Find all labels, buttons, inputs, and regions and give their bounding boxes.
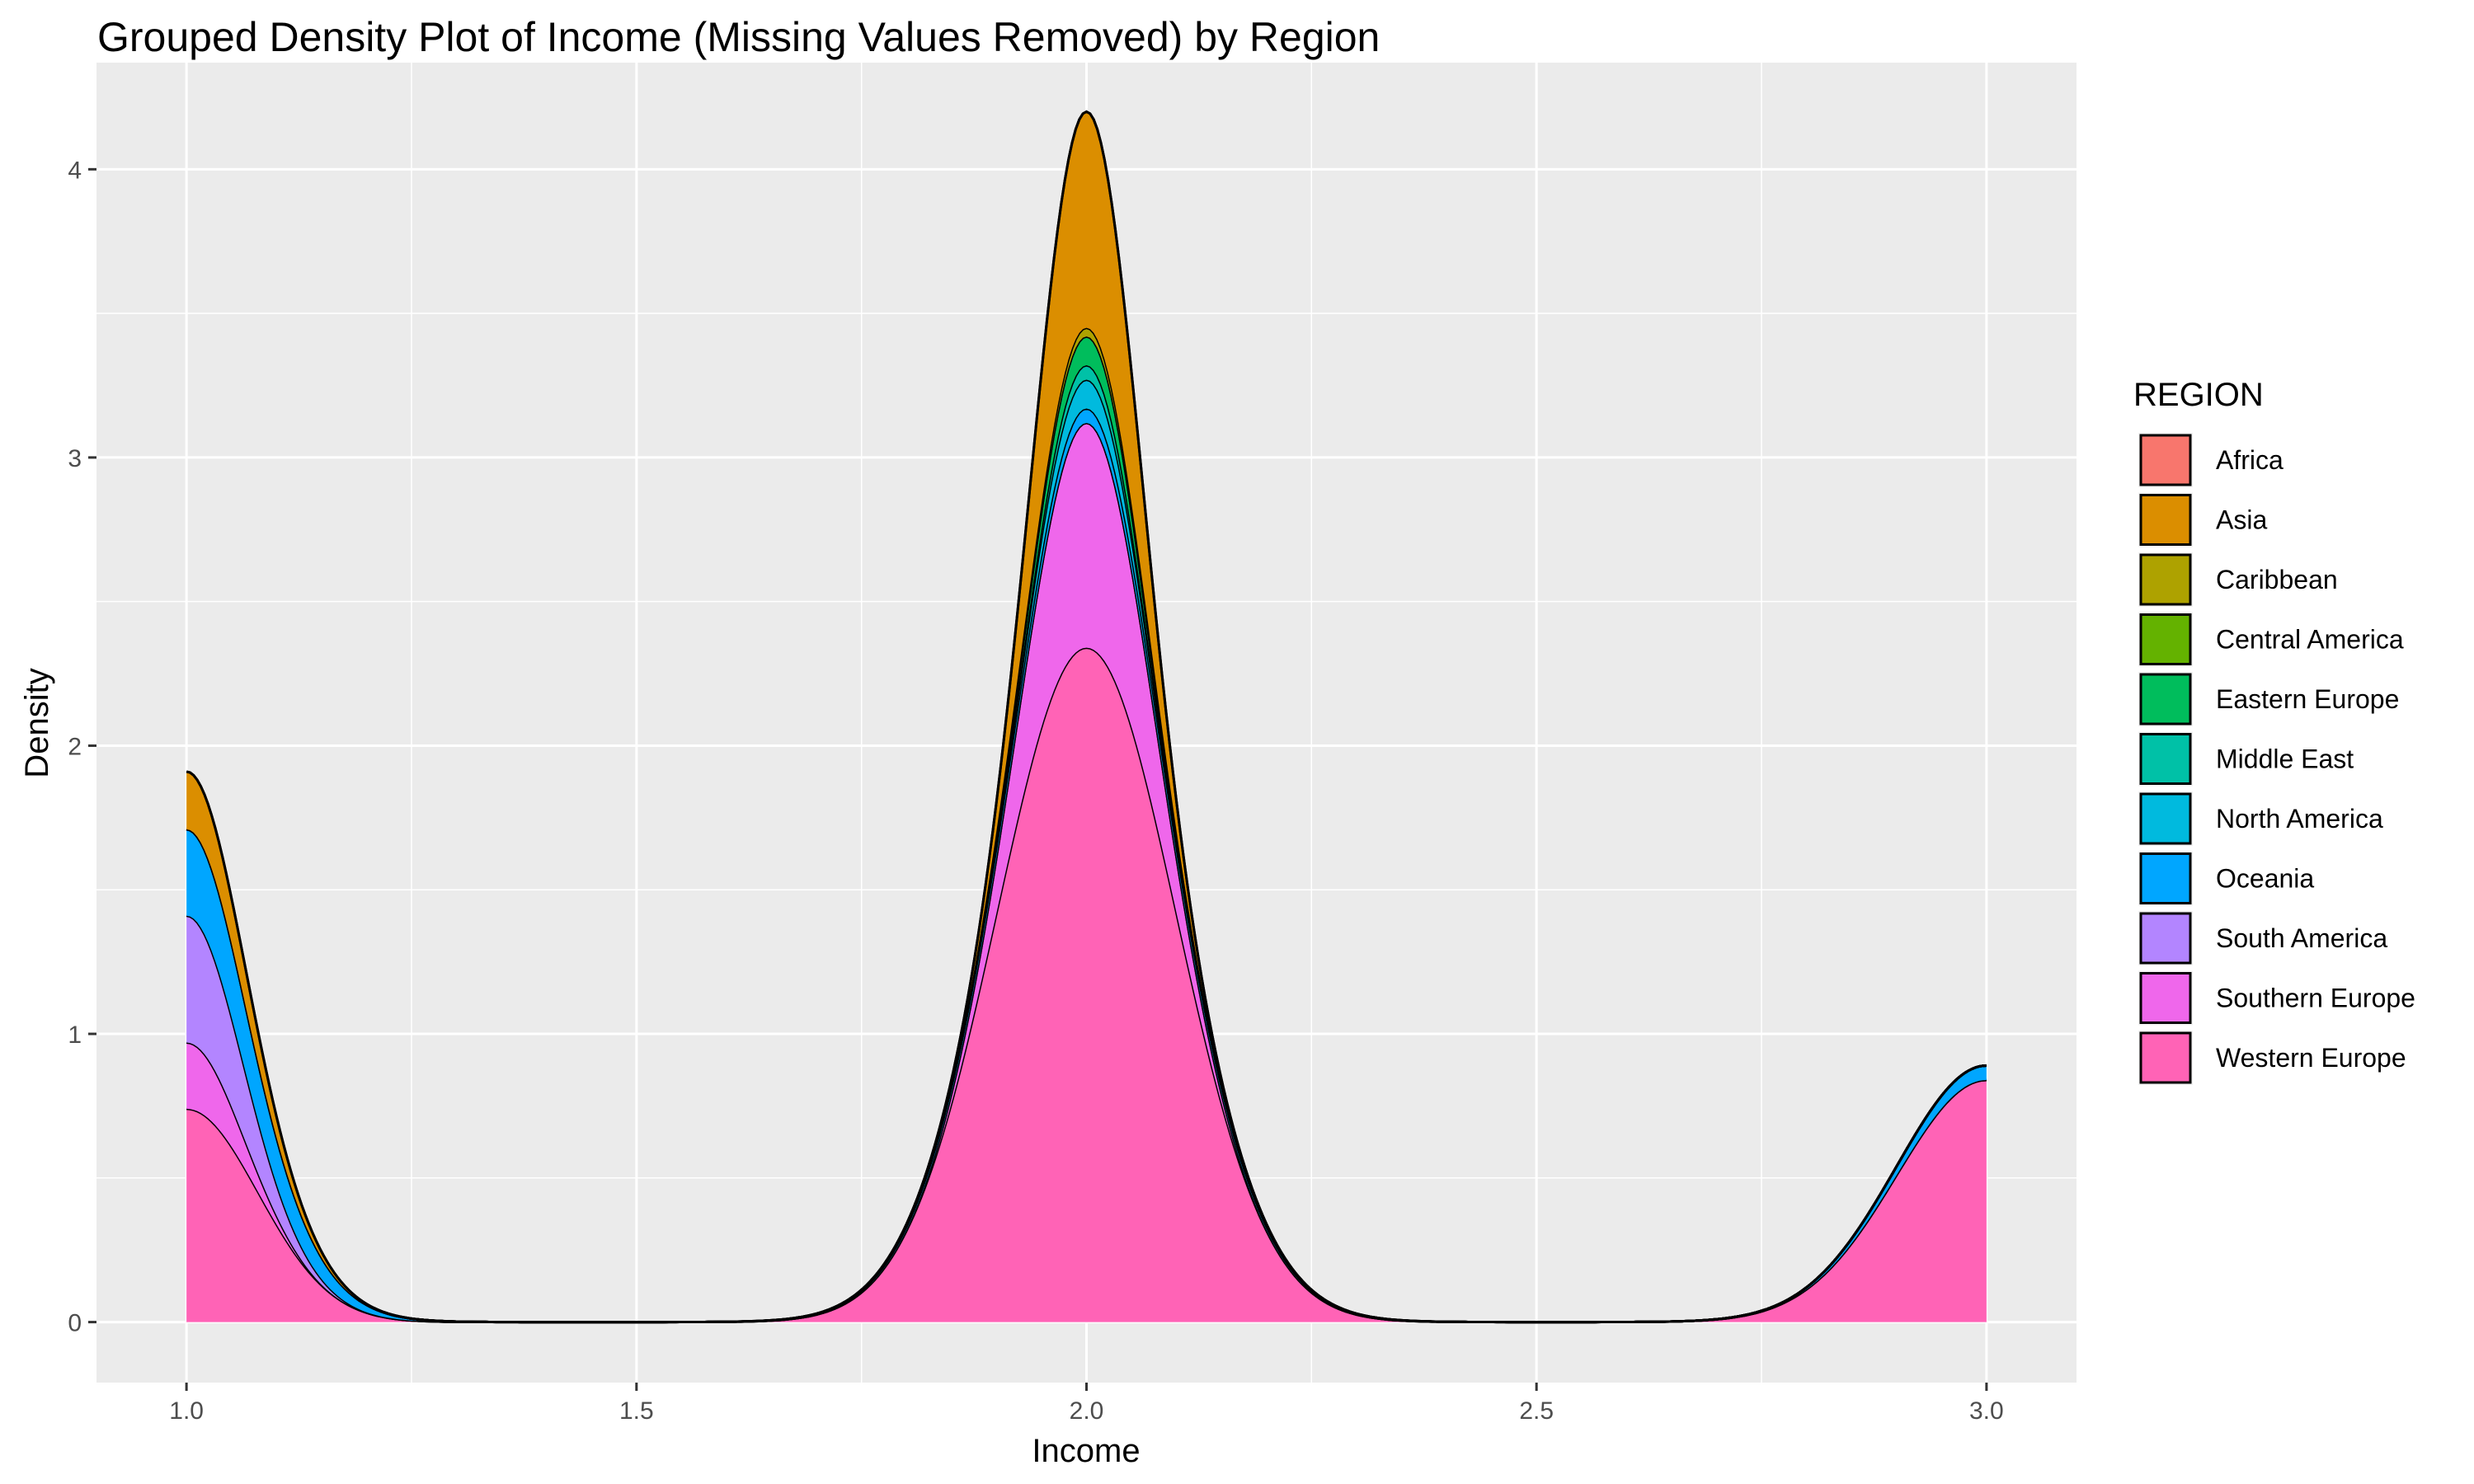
y-tick-label: 2 — [68, 733, 82, 760]
legend-item-oceania: Oceania — [2138, 851, 2314, 906]
legend-key-swatch — [2139, 613, 2192, 665]
legend-key-swatch — [2139, 912, 2192, 965]
legend-item-southern-europe: Southern Europe — [2138, 970, 2415, 1026]
legend-label: Eastern Europe — [2216, 684, 2399, 714]
density-areas — [186, 110, 1987, 1324]
y-tick-label: 0 — [68, 1310, 82, 1337]
legend-item-south-america: South America — [2138, 911, 2387, 965]
legend-label: Western Europe — [2216, 1043, 2406, 1073]
legend-key-swatch — [2139, 852, 2192, 904]
legend-key-swatch — [2139, 792, 2192, 845]
legend-item-eastern-europe: Eastern Europe — [2138, 672, 2399, 726]
density-area-southern-europe — [186, 422, 1987, 1322]
legend: REGION Africa Asia Caribbean Central Americ… — [2133, 377, 2415, 1085]
legend-label: Oceania — [2216, 864, 2314, 894]
legend-key-swatch — [2139, 673, 2192, 726]
x-axis-title: Income — [1032, 1433, 1140, 1469]
legend-item-north-america: North America — [2138, 791, 2383, 846]
axes: 1.0 1.5 2.0 2.5 3.0 0 1 2 3 4 — [68, 157, 2003, 1425]
legend-label: Asia — [2216, 505, 2267, 535]
y-tick-label: 3 — [68, 445, 82, 472]
density-outline-africa — [186, 110, 1987, 1324]
legend-items: Africa Asia Caribbean Central America Easter… — [2138, 433, 2415, 1085]
legend-label: Africa — [2216, 445, 2284, 475]
density-area-western-europe — [186, 647, 1987, 1322]
legend-key-swatch — [2139, 972, 2192, 1024]
x-tick-label: 1.0 — [169, 1397, 204, 1425]
legend-key-swatch — [2139, 434, 2192, 486]
legend-label: Caribbean — [2216, 565, 2338, 594]
y-tick-label: 1 — [68, 1021, 82, 1049]
x-tick-label: 1.5 — [619, 1397, 654, 1425]
legend-key-swatch — [2139, 733, 2192, 785]
legend-item-asia: Asia — [2138, 492, 2267, 547]
x-tick-label: 2.5 — [1519, 1397, 1554, 1425]
legend-label: Southern Europe — [2216, 984, 2415, 1013]
x-tick-label: 2.0 — [1070, 1397, 1104, 1425]
y-tick-label: 4 — [68, 157, 82, 184]
legend-item-middle-east: Middle East — [2138, 731, 2354, 787]
legend-label: South America — [2216, 923, 2387, 953]
legend-title: REGION — [2133, 377, 2264, 413]
chart-title: Grouped Density Plot of Income (Missing … — [97, 14, 1380, 60]
y-axis-title: Density — [19, 668, 55, 777]
legend-label: North America — [2216, 804, 2383, 834]
legend-item-caribbean: Caribbean — [2138, 552, 2338, 607]
x-tick-label: 3.0 — [1969, 1397, 2004, 1425]
legend-key-swatch — [2139, 1031, 2192, 1084]
legend-item-central-america: Central America — [2138, 612, 2404, 667]
legend-label: Central America — [2216, 625, 2404, 655]
legend-label: Middle East — [2216, 744, 2354, 774]
legend-key-swatch — [2139, 494, 2192, 546]
legend-key-swatch — [2139, 553, 2192, 606]
legend-item-africa: Africa — [2138, 433, 2284, 487]
legend-item-western-europe: Western Europe — [2138, 1031, 2406, 1085]
